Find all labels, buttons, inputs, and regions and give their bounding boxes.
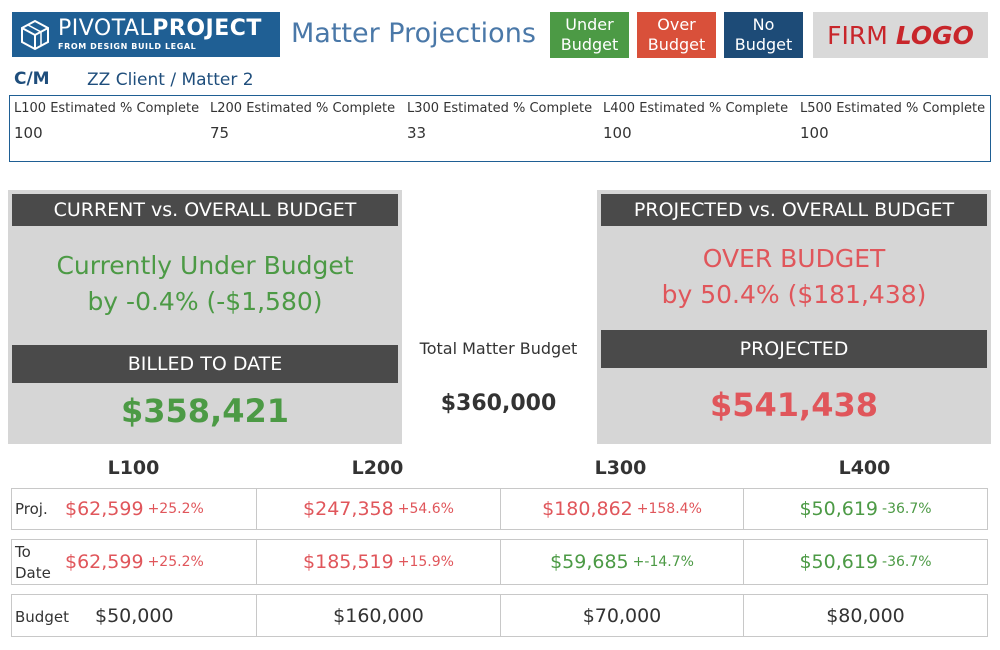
percent-complete-panel: L100 Estimated % Complete 100 L200 Estim…	[9, 95, 991, 162]
percent-complete-value: 100	[14, 124, 43, 142]
firm-logo-text: FIRM	[827, 20, 888, 50]
to-date-cell-l400[interactable]: $50,619 -36.7%	[744, 540, 987, 584]
firm-logo: FIRM LOGO	[813, 12, 988, 58]
percent-complete-label: L300 Estimated % Complete	[407, 101, 593, 116]
projected-status-line2: by 50.4% ($181,438)	[661, 280, 927, 309]
firm-logo-emphasis: LOGO	[895, 20, 974, 50]
projected-cell-l300[interactable]: $180,862 +158.4%	[501, 489, 744, 529]
column-header-l400: L400	[838, 457, 891, 479]
cell-amount: $70,000	[582, 604, 662, 627]
percent-complete-value: 100	[800, 124, 829, 142]
cell-percent: +54.6%	[397, 501, 454, 517]
percent-complete-l200[interactable]: L200 Estimated % Complete 75	[210, 101, 395, 142]
no-budget-legend[interactable]: No Budget	[724, 12, 803, 58]
no-budget-line2: Budget	[734, 35, 793, 54]
cell-amount: $62,599	[65, 551, 144, 573]
projected-cell-l400[interactable]: $50,619 -36.7%	[744, 489, 987, 529]
cell-percent: +25.2%	[147, 501, 204, 517]
to-date-row-label: To Date	[15, 542, 51, 584]
percent-complete-l400[interactable]: L400 Estimated % Complete 100	[603, 101, 788, 142]
logo-text-bold: PROJECT	[152, 16, 262, 41]
projected-row-label: Proj.	[15, 500, 48, 518]
percent-complete-label: L200 Estimated % Complete	[210, 101, 396, 116]
column-header-l100: L100	[107, 457, 160, 479]
current-status-line2: by -0.4% (-$1,580)	[87, 287, 323, 316]
percent-complete-label: L100 Estimated % Complete	[14, 101, 200, 116]
current-budget-panel: CURRENT vs. OVERALL BUDGET Currently Und…	[8, 190, 402, 444]
budget-row-label: Budget	[15, 608, 69, 626]
cell-amount: $185,519	[303, 551, 394, 573]
cell-percent: +158.4%	[636, 501, 702, 517]
projected-budget-header: PROJECTED vs. OVERALL BUDGET	[601, 194, 987, 226]
cell-amount: $80,000	[826, 604, 905, 627]
projected-cell-l200[interactable]: $247,358 +54.6%	[257, 489, 501, 529]
cell-amount: $50,619	[799, 498, 879, 520]
budget-cell-l300[interactable]: $70,000	[501, 595, 744, 636]
budget-cell-l400[interactable]: $80,000	[744, 595, 987, 636]
to-date-row: To Date $62,599 +25.2% $185,519 +15.9% $…	[11, 539, 988, 585]
percent-complete-l100[interactable]: L100 Estimated % Complete 100	[14, 101, 199, 142]
cell-amount: $50,000	[95, 604, 174, 627]
over-budget-line2: Budget	[647, 35, 706, 54]
percent-complete-value: 75	[210, 124, 230, 142]
projected-status-line1: OVER BUDGET	[702, 244, 886, 273]
billed-to-date-header: BILLED TO DATE	[12, 345, 398, 383]
client-matter-label: C/M	[14, 69, 50, 89]
projected-cell-l100[interactable]: $62,599 +25.2%	[12, 489, 257, 529]
budget-cell-l200[interactable]: $160,000	[257, 595, 501, 636]
percent-complete-label: L400 Estimated % Complete	[603, 101, 789, 116]
under-budget-line1: Under	[565, 15, 614, 34]
billed-to-date-amount: $358,421	[120, 392, 289, 430]
percent-complete-value: 33	[407, 124, 427, 142]
pivotal-project-logo: PIVOTALPROJECT FROM DESIGN BUILD LEGAL	[12, 12, 280, 57]
cell-percent: -36.7%	[882, 554, 932, 570]
budget-cell-l100[interactable]: $50,000	[12, 595, 257, 636]
under-budget-line2: Budget	[560, 35, 619, 54]
percent-complete-label: L500 Estimated % Complete	[800, 101, 986, 116]
current-status-line1: Currently Under Budget	[56, 251, 354, 280]
total-matter-budget-label: Total Matter Budget	[419, 339, 578, 358]
current-budget-header: CURRENT vs. OVERALL BUDGET	[12, 194, 398, 226]
cell-amount: $50,619	[799, 551, 879, 573]
cell-amount: $160,000	[333, 604, 424, 627]
over-budget-line1: Over	[657, 15, 696, 34]
to-date-cell-l100[interactable]: $62,599 +25.2%	[12, 540, 257, 584]
column-header-l300: L300	[594, 457, 647, 479]
projected-budget-panel: PROJECTED vs. OVERALL BUDGET OVER BUDGET…	[597, 190, 991, 444]
over-budget-legend[interactable]: Over Budget	[637, 12, 716, 58]
percent-complete-value: 100	[603, 124, 632, 142]
budget-row: Budget $50,000 $160,000 $70,000 $80,000	[11, 594, 988, 637]
cell-amount: $180,862	[542, 498, 633, 520]
page-title: Matter Projections	[291, 18, 536, 49]
to-date-cell-l200[interactable]: $185,519 +15.9%	[257, 540, 501, 584]
to-date-label-line1: To	[15, 543, 31, 561]
to-date-label-line2: Date	[15, 564, 51, 582]
cell-amount: $247,358	[303, 498, 394, 520]
cell-amount: $62,599	[65, 498, 144, 520]
cell-percent: +15.9%	[397, 554, 454, 570]
cell-percent: +25.2%	[147, 554, 204, 570]
to-date-cell-l300[interactable]: $59,685 +-14.7%	[501, 540, 744, 584]
no-budget-line1: No	[752, 15, 775, 34]
projected-amount: $541,438	[709, 386, 878, 424]
projected-row: Proj. $62,599 +25.2% $247,358 +54.6% $18…	[11, 488, 988, 530]
logo-text-light: PIVOTAL	[58, 16, 153, 41]
logo-tagline: FROM DESIGN BUILD LEGAL	[58, 42, 197, 51]
client-matter-value[interactable]: ZZ Client / Matter 2	[87, 70, 254, 90]
under-budget-legend[interactable]: Under Budget	[550, 12, 629, 58]
total-matter-budget-value: $360,000	[440, 391, 557, 416]
cube-logo-icon	[21, 19, 49, 50]
percent-complete-l500[interactable]: L500 Estimated % Complete 100	[800, 101, 985, 142]
cell-percent: +-14.7%	[632, 554, 694, 570]
projected-header: PROJECTED	[601, 330, 987, 368]
cell-amount: $59,685	[550, 551, 629, 573]
cell-percent: -36.7%	[882, 501, 932, 517]
column-header-l200: L200	[351, 457, 404, 479]
percent-complete-l300[interactable]: L300 Estimated % Complete 33	[407, 101, 592, 142]
